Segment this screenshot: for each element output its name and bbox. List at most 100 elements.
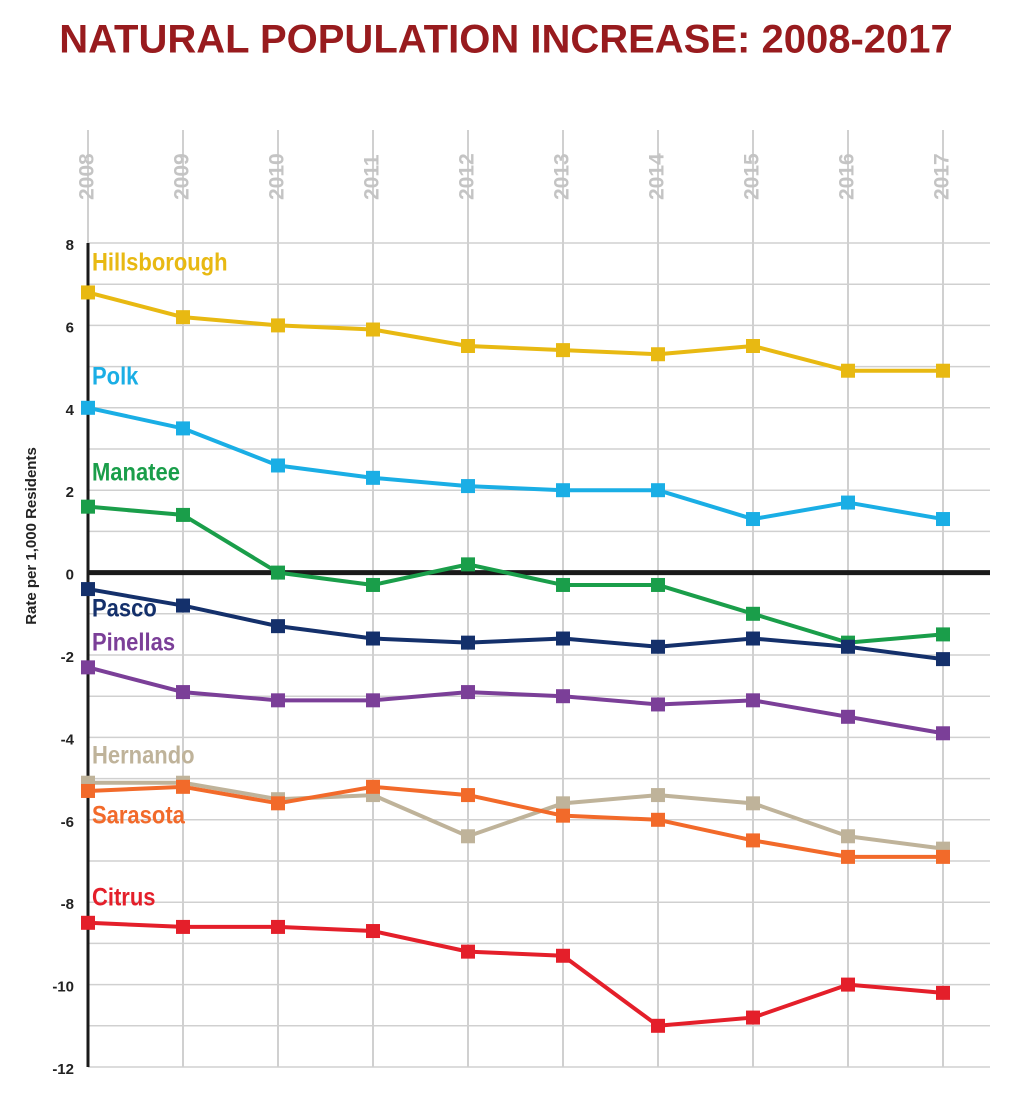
data-point [651, 812, 665, 827]
y-tick-label: 0 [66, 567, 74, 584]
data-point [81, 400, 95, 415]
data-point [81, 915, 95, 930]
y-tick-label: 4 [66, 402, 75, 419]
data-point [366, 322, 380, 337]
data-point [841, 849, 855, 864]
data-point [176, 685, 190, 700]
series-line [87, 405, 944, 522]
data-point [271, 919, 285, 934]
series-label: Manatee [92, 458, 180, 486]
data-point [366, 779, 380, 794]
data-point [81, 582, 95, 597]
data-point [81, 660, 95, 675]
data-point [556, 631, 570, 646]
data-point [841, 363, 855, 378]
data-point [651, 1018, 665, 1033]
data-point [651, 577, 665, 592]
y-tick-label: -2 [61, 649, 74, 666]
chart-title: NATURAL POPULATION INCREASE: 2008-2017 [59, 18, 953, 62]
y-tick-label: -8 [61, 896, 74, 913]
x-tick-label: 2016 [836, 153, 859, 200]
data-point [271, 619, 285, 634]
data-point [176, 507, 190, 522]
series-label: Polk [92, 362, 139, 390]
y-tick-label: 2 [66, 484, 74, 501]
data-point [841, 495, 855, 510]
series-label: Pinellas [92, 628, 175, 656]
y-tick-label: 8 [66, 237, 74, 254]
series-label: Pasco [92, 594, 157, 622]
data-point [556, 796, 570, 811]
data-point [651, 347, 665, 362]
data-point [841, 709, 855, 724]
data-point [556, 343, 570, 358]
data-point [651, 483, 665, 498]
series-line [87, 504, 944, 645]
data-point [746, 796, 760, 811]
y-axis-label: Rate per 1,000 Residents [23, 447, 40, 625]
data-point [746, 606, 760, 621]
series-label: Hernando [92, 741, 195, 769]
data-point [461, 944, 475, 959]
data-point [556, 948, 570, 963]
data-point [936, 627, 950, 642]
data-point [556, 483, 570, 498]
data-point [746, 1010, 760, 1025]
data-point [746, 339, 760, 353]
x-tick-label: 2012 [456, 153, 479, 200]
data-point [461, 829, 475, 844]
x-tick-label: 2014 [646, 153, 669, 200]
series-label: Citrus [92, 883, 156, 911]
series-line [87, 290, 943, 373]
data-point [746, 833, 760, 848]
plot: Hillsborough Polk Manatee Pasco Pinellas Hern… [81, 248, 950, 1033]
data-point [461, 339, 475, 353]
data-point [366, 470, 380, 485]
y-tick-label: -6 [61, 814, 74, 831]
data-point [366, 924, 380, 939]
data-point [556, 808, 570, 823]
data-point [461, 635, 475, 650]
data-point [176, 310, 190, 325]
data-point [271, 318, 285, 333]
x-tick-label: 2013 [551, 153, 574, 200]
data-point [841, 829, 855, 844]
data-point [936, 652, 950, 667]
data-point [651, 788, 665, 803]
x-tick-label: 2011 [361, 154, 384, 200]
data-point [366, 693, 380, 708]
series-line [87, 784, 943, 859]
x-tick-label: 2015 [741, 153, 764, 200]
data-point [366, 631, 380, 646]
data-point [746, 512, 760, 527]
data-point [461, 685, 475, 700]
data-point [556, 689, 570, 704]
series-label: Hillsborough [92, 248, 228, 276]
x-tick-label: 2017 [931, 153, 954, 200]
series-line [87, 587, 944, 662]
data-point [271, 693, 285, 708]
data-point [176, 598, 190, 613]
y-tick-label: -4 [61, 731, 75, 748]
data-point [366, 577, 380, 592]
data-point [651, 639, 665, 654]
data-point [81, 499, 95, 514]
series-line [88, 780, 944, 851]
series-line [87, 920, 944, 1028]
data-point [176, 919, 190, 934]
data-point [841, 639, 855, 654]
x-tick-label: 2010 [266, 153, 289, 200]
data-point [556, 577, 570, 592]
y-tick-label: -12 [52, 1061, 74, 1078]
series-line [87, 665, 944, 736]
data-point [81, 285, 95, 300]
data-point [176, 421, 190, 436]
data-point [176, 779, 190, 794]
data-point [746, 631, 760, 646]
data-point [746, 693, 760, 708]
data-point [936, 512, 950, 527]
data-point [461, 557, 475, 572]
data-point [936, 726, 950, 741]
data-point [461, 479, 475, 494]
x-tick-label: 2008 [76, 153, 99, 200]
